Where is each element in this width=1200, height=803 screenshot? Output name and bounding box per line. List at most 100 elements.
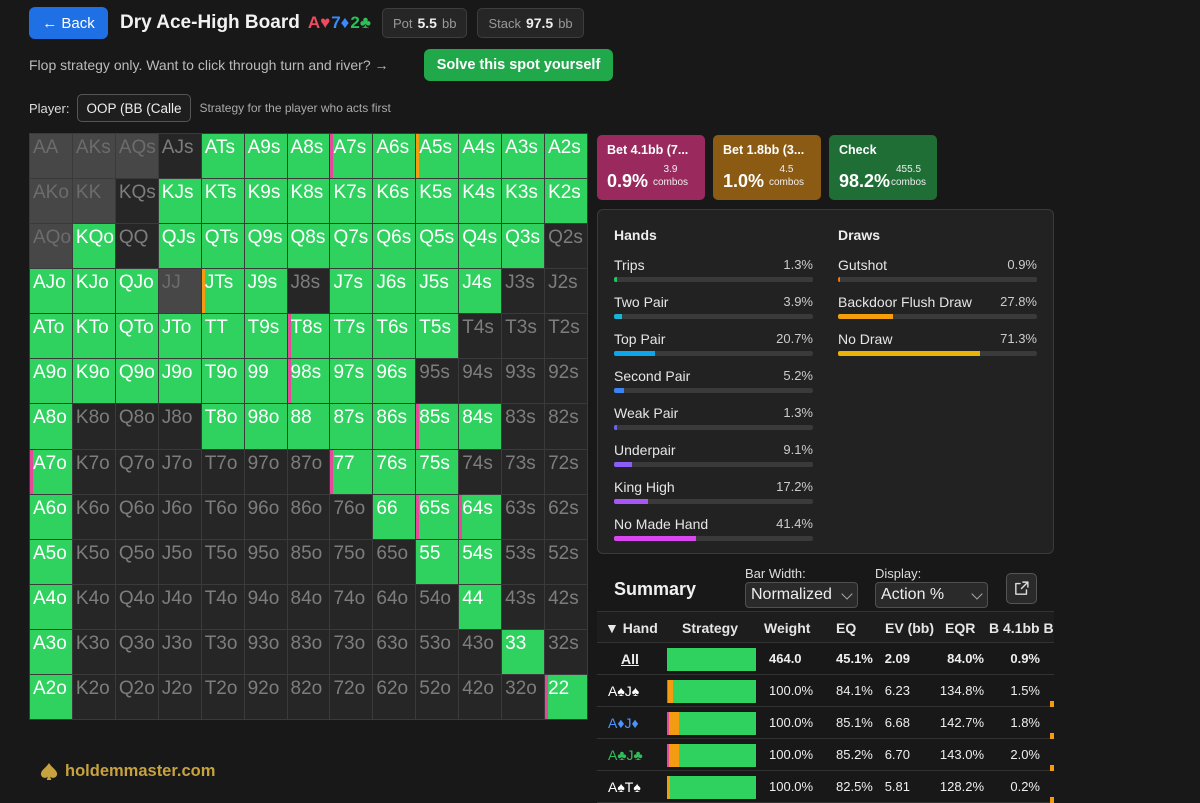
range-cell[interactable]: J7s	[330, 269, 373, 314]
range-cell[interactable]: 73s	[502, 449, 545, 494]
range-cell[interactable]: 82o	[287, 674, 330, 719]
range-cell[interactable]: 62o	[373, 674, 416, 719]
col-bet[interactable]: B 4.1bb B	[989, 620, 1054, 636]
range-cell[interactable]: K2s	[545, 179, 587, 224]
range-cell[interactable]: 43o	[459, 629, 502, 674]
range-cell[interactable]: K4o	[72, 584, 115, 629]
action-card-bet-small[interactable]: Bet 1.8bb (3... 1.0% 4.5 combos	[713, 135, 821, 200]
col-weight[interactable]: Weight	[764, 620, 811, 636]
range-cell[interactable]: 55	[416, 539, 459, 584]
range-cell[interactable]: J9o	[158, 359, 201, 404]
range-cell[interactable]: QJs	[158, 224, 201, 269]
range-cell[interactable]: 65s	[416, 494, 459, 539]
col-strategy[interactable]: Strategy	[682, 620, 739, 636]
range-cell[interactable]: J3o	[158, 629, 201, 674]
range-cell[interactable]: 44	[459, 584, 502, 629]
table-row[interactable]: A♦J♦ 100.0% 85.1% 6.68 142.7% 1.8%	[597, 707, 1054, 739]
range-cell[interactable]: 94o	[244, 584, 287, 629]
range-cell[interactable]: K6o	[72, 494, 115, 539]
range-cell[interactable]: 76s	[373, 449, 416, 494]
range-cell[interactable]: 52o	[416, 674, 459, 719]
col-eqr[interactable]: EQR	[945, 620, 976, 636]
range-cell[interactable]: 97s	[330, 359, 373, 404]
hand-cell[interactable]: A♠J♠	[608, 683, 640, 699]
range-cell[interactable]: KQo	[72, 224, 115, 269]
range-cell[interactable]: T5s	[416, 314, 459, 359]
back-button[interactable]: ← Back	[29, 7, 108, 39]
range-cell[interactable]: Q7o	[115, 449, 158, 494]
hand-cell[interactable]: A♦J♦	[608, 715, 639, 731]
range-cell[interactable]: J2s	[545, 269, 587, 314]
range-cell[interactable]: Q3s	[502, 224, 545, 269]
range-cell[interactable]: T6o	[201, 494, 244, 539]
range-cell[interactable]: J9s	[244, 269, 287, 314]
range-cell[interactable]: 52s	[545, 539, 587, 584]
action-card-bet-large[interactable]: Bet 4.1bb (7... 0.9% 3.9 combos	[597, 135, 705, 200]
range-cell[interactable]: 93o	[244, 629, 287, 674]
range-cell[interactable]: KTs	[201, 179, 244, 224]
range-cell[interactable]: T9s	[244, 314, 287, 359]
range-cell[interactable]: 75o	[330, 539, 373, 584]
range-cell[interactable]: J6s	[373, 269, 416, 314]
range-cell[interactable]: T5o	[201, 539, 244, 584]
range-cell[interactable]: Q2o	[115, 674, 158, 719]
range-cell[interactable]: 98s	[287, 359, 330, 404]
range-cell[interactable]: Q9s	[244, 224, 287, 269]
range-cell[interactable]: J6o	[158, 494, 201, 539]
range-cell[interactable]: 74o	[330, 584, 373, 629]
range-cell[interactable]: 64s	[459, 494, 502, 539]
table-row[interactable]: A♠J♠ 100.0% 84.1% 6.23 134.8% 1.5%	[597, 675, 1054, 707]
hand-cell[interactable]: A♣J♣	[608, 747, 643, 763]
display-select[interactable]: Action %	[875, 582, 988, 608]
range-cell[interactable]: K9o	[72, 359, 115, 404]
range-cell[interactable]: QQ	[115, 224, 158, 269]
range-cell[interactable]: 43s	[502, 584, 545, 629]
range-cell[interactable]: K3o	[72, 629, 115, 674]
range-cell[interactable]: 54o	[416, 584, 459, 629]
range-cell[interactable]: 95s	[416, 359, 459, 404]
range-cell[interactable]: K2o	[72, 674, 115, 719]
range-cell[interactable]: 83s	[502, 404, 545, 449]
range-cell[interactable]: J8s	[287, 269, 330, 314]
range-cell[interactable]: 62s	[545, 494, 587, 539]
range-cell[interactable]: Q9o	[115, 359, 158, 404]
range-cell[interactable]: A9s	[244, 134, 287, 179]
range-cell[interactable]: Q2s	[545, 224, 587, 269]
table-row[interactable]: A♠T♠ 100.0% 82.5% 5.81 128.2% 0.2%	[597, 771, 1054, 803]
range-cell[interactable]: JJ	[158, 269, 201, 314]
range-cell[interactable]: ATo	[30, 314, 72, 359]
range-cell[interactable]: Q4o	[115, 584, 158, 629]
range-cell[interactable]: 99	[244, 359, 287, 404]
range-cell[interactable]: 75s	[416, 449, 459, 494]
range-cell[interactable]: A2s	[545, 134, 587, 179]
range-cell[interactable]: T4o	[201, 584, 244, 629]
range-cell[interactable]: Q6o	[115, 494, 158, 539]
range-cell[interactable]: 87o	[287, 449, 330, 494]
range-cell[interactable]: T9o	[201, 359, 244, 404]
range-cell[interactable]: 92o	[244, 674, 287, 719]
range-cell[interactable]: A9o	[30, 359, 72, 404]
range-cell[interactable]: Q8s	[287, 224, 330, 269]
range-cell[interactable]: T3o	[201, 629, 244, 674]
table-row[interactable]: All 464.0 45.1% 2.09 84.0% 0.9%	[597, 643, 1054, 675]
range-cell[interactable]: A5o	[30, 539, 72, 584]
range-cell[interactable]: A5s	[416, 134, 459, 179]
range-cell[interactable]: 82s	[545, 404, 587, 449]
range-cell[interactable]: Q4s	[459, 224, 502, 269]
table-row[interactable]: A♣J♣ 100.0% 85.2% 6.70 143.0% 2.0%	[597, 739, 1054, 771]
range-cell[interactable]: KJs	[158, 179, 201, 224]
range-cell[interactable]: 42o	[459, 674, 502, 719]
range-cell[interactable]: QTo	[115, 314, 158, 359]
range-cell[interactable]: JTo	[158, 314, 201, 359]
range-cell[interactable]: Q3o	[115, 629, 158, 674]
range-cell[interactable]: 94s	[459, 359, 502, 404]
range-cell[interactable]: A6s	[373, 134, 416, 179]
col-hand[interactable]: ▼ Hand	[605, 620, 658, 636]
range-cell[interactable]: 64o	[373, 584, 416, 629]
range-cell[interactable]: AA	[30, 134, 72, 179]
range-cell[interactable]: 97o	[244, 449, 287, 494]
range-cell[interactable]: T7s	[330, 314, 373, 359]
range-cell[interactable]: 65o	[373, 539, 416, 584]
col-eq[interactable]: EQ	[836, 620, 857, 636]
range-cell[interactable]: J5s	[416, 269, 459, 314]
